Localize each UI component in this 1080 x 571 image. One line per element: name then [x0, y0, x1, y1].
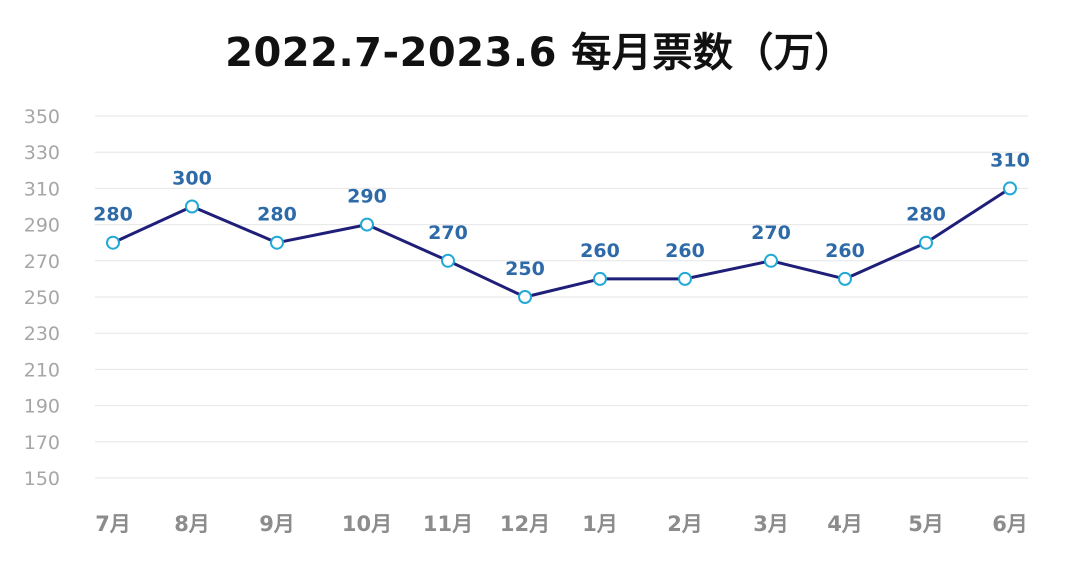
data-label: 300 — [172, 168, 212, 190]
data-point — [1003, 181, 1017, 196]
x-tick-label: 6月 — [992, 512, 1028, 536]
x-tick-label: 12月 — [500, 512, 550, 536]
data-label: 250 — [505, 258, 545, 280]
x-tick-label: 8月 — [174, 512, 210, 536]
data-point — [270, 235, 284, 250]
y-tick-label: 270 — [24, 251, 60, 273]
data-label: 270 — [751, 222, 791, 244]
y-tick-label: 290 — [24, 215, 60, 237]
y-tick-label: 250 — [24, 287, 60, 309]
data-point — [185, 199, 199, 214]
y-tick-label: 230 — [24, 323, 60, 345]
series-line — [112, 187, 1011, 299]
data-point — [764, 253, 778, 268]
data-label: 270 — [428, 222, 468, 244]
data-point — [678, 271, 692, 286]
data-point — [838, 271, 852, 286]
y-tick-label: 310 — [24, 178, 60, 200]
data-label: 260 — [665, 240, 705, 262]
x-tick-label: 1月 — [582, 512, 618, 536]
data-point — [518, 290, 532, 304]
x-tick-label: 5月 — [908, 512, 944, 536]
data-point — [593, 271, 607, 286]
data-point — [441, 253, 455, 268]
data-label: 260 — [825, 240, 865, 262]
x-tick-label: 7月 — [95, 512, 131, 536]
y-tick-label: 190 — [24, 396, 60, 418]
y-tick-label: 210 — [24, 359, 60, 381]
x-tick-label: 3月 — [753, 512, 789, 536]
data-label: 280 — [906, 204, 946, 226]
x-tick-label: 10月 — [342, 512, 392, 536]
data-point — [360, 217, 374, 232]
data-label: 280 — [93, 204, 133, 226]
x-tick-label: 2月 — [667, 512, 703, 536]
y-tick-label: 170 — [24, 432, 60, 454]
x-tick-label: 11月 — [423, 512, 473, 536]
y-tick-label: 150 — [24, 468, 60, 490]
data-label: 310 — [990, 149, 1030, 171]
chart-title: 2022.7-2023.6 每月票数（万） — [225, 30, 855, 76]
x-tick-label: 4月 — [827, 512, 863, 536]
y-tick-label: 350 — [24, 106, 60, 128]
data-point — [106, 235, 120, 250]
data-label: 280 — [257, 204, 297, 226]
x-tick-label: 9月 — [259, 512, 295, 536]
y-tick-label: 330 — [24, 142, 60, 164]
data-point — [919, 235, 933, 250]
data-label: 290 — [347, 186, 387, 208]
data-label: 260 — [580, 240, 620, 262]
